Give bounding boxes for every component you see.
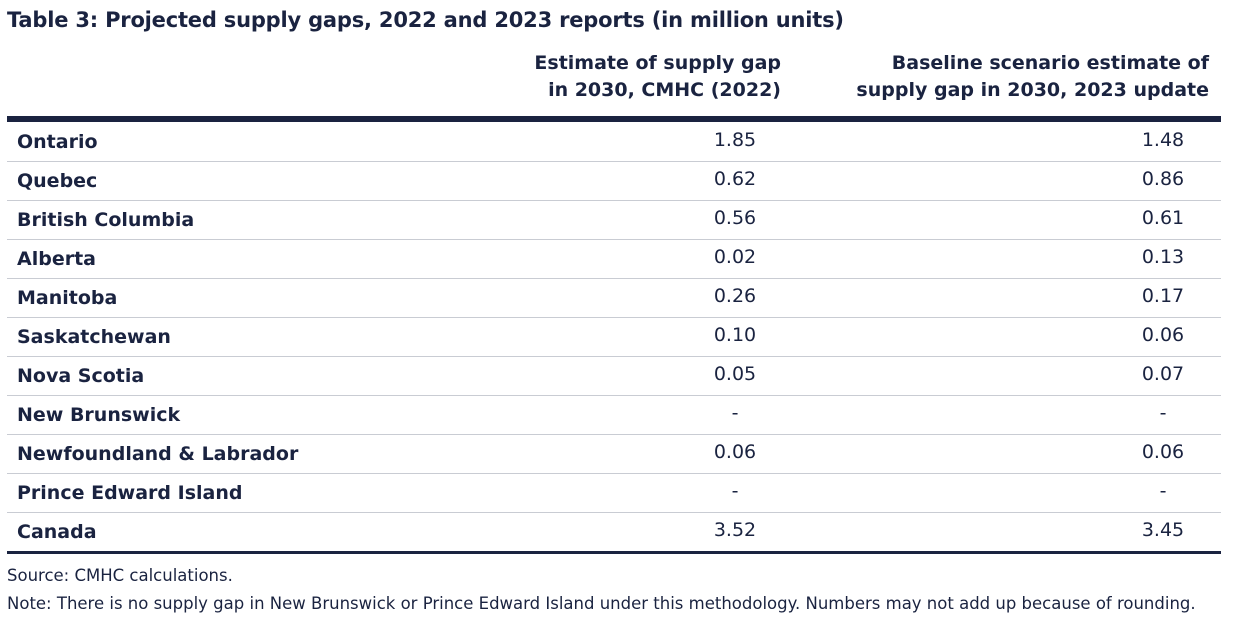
value-2023: 0.17 xyxy=(1141,285,1185,307)
source-note: Source: CMHC calculations. xyxy=(7,566,233,585)
column-header-2022: Estimate of supply gap in 2030, CMHC (20… xyxy=(534,50,781,104)
table-row-total: Canada 3.52 3.45 xyxy=(7,513,1221,554)
value-2022: 0.05 xyxy=(713,363,757,385)
header-rule xyxy=(7,116,1221,122)
province-name: Nova Scotia xyxy=(17,365,145,387)
value-2022: 0.62 xyxy=(713,168,757,190)
value-2022: 1.85 xyxy=(713,129,757,151)
table-row: Nova Scotia 0.05 0.07 xyxy=(7,357,1221,396)
column-header-2022-line2: in 2030, CMHC (2022) xyxy=(548,79,781,101)
value-2022: - xyxy=(731,480,739,502)
table-body: Ontario 1.85 1.48 Quebec 0.62 0.86 Briti… xyxy=(7,123,1221,554)
value-2023: - xyxy=(1159,402,1167,424)
footnote: Note: There is no supply gap in New Brun… xyxy=(7,594,1196,613)
value-2022: - xyxy=(731,402,739,424)
province-name: Ontario xyxy=(17,131,98,153)
value-2022: 0.06 xyxy=(713,441,757,463)
table-row: Newfoundland & Labrador 0.06 0.06 xyxy=(7,435,1221,474)
column-header-2023-line2: supply gap in 2030, 2023 update xyxy=(856,79,1209,101)
value-2023: 0.13 xyxy=(1141,246,1185,268)
value-2023: 0.86 xyxy=(1141,168,1185,190)
province-name: Saskatchewan xyxy=(17,326,171,348)
value-2023: 0.61 xyxy=(1141,207,1185,229)
province-name: Newfoundland & Labrador xyxy=(17,443,299,465)
province-name: Alberta xyxy=(17,248,96,270)
province-name: New Brunswick xyxy=(17,404,181,426)
table-row: Ontario 1.85 1.48 xyxy=(7,123,1221,162)
table-row: Prince Edward Island - - xyxy=(7,474,1221,513)
province-name: Canada xyxy=(17,521,97,543)
value-2022: 0.02 xyxy=(713,246,757,268)
value-2023: 3.45 xyxy=(1141,519,1185,541)
table-row: Quebec 0.62 0.86 xyxy=(7,162,1221,201)
value-2022: 3.52 xyxy=(713,519,757,541)
value-2023: - xyxy=(1159,480,1167,502)
value-2023: 0.07 xyxy=(1141,363,1185,385)
table-row: Saskatchewan 0.10 0.06 xyxy=(7,318,1221,357)
value-2022: 0.56 xyxy=(713,207,757,229)
province-name: British Columbia xyxy=(17,209,195,231)
value-2023: 0.06 xyxy=(1141,324,1185,346)
value-2022: 0.10 xyxy=(713,324,757,346)
value-2022: 0.26 xyxy=(713,285,757,307)
column-header-2023: Baseline scenario estimate of supply gap… xyxy=(856,50,1209,104)
table-row: Manitoba 0.26 0.17 xyxy=(7,279,1221,318)
value-2023: 0.06 xyxy=(1141,441,1185,463)
table-row: Alberta 0.02 0.13 xyxy=(7,240,1221,279)
column-header-2023-line1: Baseline scenario estimate of xyxy=(891,52,1209,74)
table-row: British Columbia 0.56 0.61 xyxy=(7,201,1221,240)
province-name: Manitoba xyxy=(17,287,118,309)
province-name: Quebec xyxy=(17,170,98,192)
table-title: Table 3: Projected supply gaps, 2022 and… xyxy=(7,8,844,32)
column-header-2022-line1: Estimate of supply gap xyxy=(534,52,781,74)
table-row: New Brunswick - - xyxy=(7,396,1221,435)
value-2023: 1.48 xyxy=(1141,129,1185,151)
province-name: Prince Edward Island xyxy=(17,482,243,504)
